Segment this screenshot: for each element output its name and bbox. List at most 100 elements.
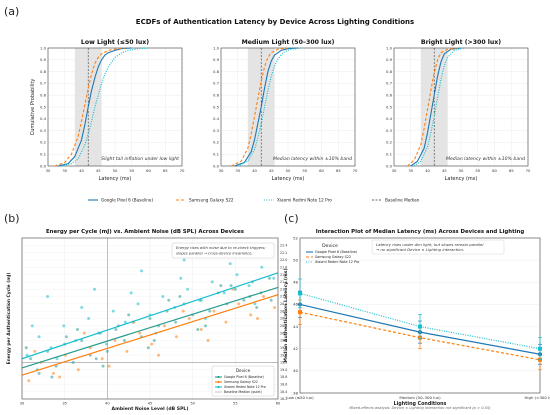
scatter-point <box>219 284 223 288</box>
scatter-point <box>178 295 182 299</box>
legend-title: Device <box>322 243 338 249</box>
scatter-point <box>50 375 54 379</box>
subplot-title: Low Light (≤50 lux) <box>81 39 149 46</box>
scatter-point <box>104 342 108 346</box>
panel-label-b: (b) <box>4 212 20 225</box>
y-tick-label: 38 <box>293 390 298 395</box>
x-tick-label: 35 <box>408 168 413 173</box>
scatter-point <box>206 338 210 342</box>
scatter-point <box>146 346 150 350</box>
y-tick-label: 21.4 <box>280 280 287 284</box>
scatter-point <box>167 298 171 302</box>
y-axis-label: Median Authentication Latency (ms) <box>283 268 289 362</box>
ecdf-subplot-1: Low Light (≤50 lux) Slight tail inflation… <box>30 39 185 182</box>
scatter-point <box>261 295 265 299</box>
ecdf-line-google-pixel-6-baseline <box>57 47 132 167</box>
ecdf-subplot-2: Medium Light (50–300 lux) Median latency … <box>213 39 358 182</box>
y-tick-label: 19.8 <box>280 339 287 343</box>
ecdf-line-samsung-galaxy-s22 <box>54 47 126 167</box>
x-tick-label: 60 <box>146 168 151 173</box>
subplot-annotation: Median latency within ±10% band <box>446 156 525 162</box>
scatter-point <box>139 269 143 273</box>
x-tick-label: 65 <box>163 168 168 173</box>
y-tick-label: 0.9 <box>40 57 47 62</box>
legend-marker <box>217 380 220 384</box>
scatter-point <box>100 357 104 361</box>
x-tick-label: 55 <box>233 402 238 406</box>
scatter-point <box>30 324 34 328</box>
x-tick-label: 40 <box>252 168 257 173</box>
y-tick-label: 0.9 <box>213 57 220 62</box>
y-tick-label: 1.0 <box>386 45 393 50</box>
scatter-point <box>127 313 131 317</box>
panel-a: (a) ECDFs of Authentication Latency by D… <box>4 5 531 203</box>
scatter-point <box>148 317 152 320</box>
scatter-point <box>187 317 191 320</box>
data-point <box>538 346 542 351</box>
legend-entry: Samsung Galaxy S22 <box>189 198 234 203</box>
legend-entry: Baseline Median (quiet) <box>224 390 262 394</box>
scatter-point <box>25 353 29 357</box>
y-tick-label: 0.3 <box>40 128 47 133</box>
y-tick-label: 18.6 <box>280 383 287 387</box>
x-tick-label: 70 <box>180 168 185 173</box>
annotation-text: slopes parallel → cross-device invarianc… <box>176 252 253 256</box>
x-tick-label: 40 <box>105 402 110 406</box>
data-point <box>298 310 302 315</box>
legend-entry: Google Pixel 6 (Baseline) <box>224 375 264 379</box>
x-tick-label: 60 <box>319 168 324 173</box>
scatter-point <box>129 291 133 295</box>
y-tick-label: 42 <box>293 346 298 351</box>
scatter-point <box>123 320 127 324</box>
chart-c-title: Interaction Plot of Median Latency (ms) … <box>316 229 525 235</box>
x-tick-label: 35 <box>62 168 67 173</box>
scatter-point <box>113 338 117 342</box>
scatter-point <box>186 287 190 291</box>
panel-label-a: (a) <box>4 5 19 18</box>
scatter-point <box>37 335 41 339</box>
y-tick-label: 0.1 <box>386 152 393 157</box>
x-tick-label: 45 <box>442 168 447 173</box>
y-tick-label: 0.3 <box>386 128 393 133</box>
scatter-point <box>249 313 253 317</box>
scatter-point <box>62 324 66 328</box>
legend-title: Device <box>236 368 251 373</box>
x-tick-label: 50 <box>190 402 195 406</box>
scatter-point <box>37 371 41 375</box>
y-tick-label: 0.6 <box>386 93 393 98</box>
chart-c-footnote: Mixed-effects analysis: Device × Lightin… <box>349 406 491 410</box>
legend-marker <box>217 375 220 379</box>
y-tick-label: 0.1 <box>213 152 220 157</box>
scatter-point <box>105 349 109 353</box>
scatter-point <box>237 302 241 306</box>
subplot-title: Medium Light (50–300 lux) <box>242 39 335 46</box>
x-tick-label: 50 <box>113 168 118 173</box>
scatter-point <box>235 273 239 277</box>
x-tick-label: 70 <box>526 168 531 173</box>
y-tick-label: 0.4 <box>386 116 393 121</box>
y-tick-label: 0.4 <box>40 116 47 121</box>
interaction-line <box>299 292 541 350</box>
scatter-point <box>82 331 86 335</box>
scatter-point <box>224 320 228 324</box>
y-tick-label: 0.3 <box>213 128 220 133</box>
annotation-text: Energy rises with noise due to re-check … <box>176 246 266 250</box>
scatter-point <box>150 342 154 346</box>
chart-b-title: Energy per Cycle (mJ) vs. Ambient Noise … <box>46 229 244 235</box>
x-tick-label: 55 <box>129 168 134 173</box>
scatter-point <box>222 291 226 295</box>
scatter-point <box>138 331 142 335</box>
y-tick-label: 22.0 <box>280 258 287 262</box>
scatter-point <box>136 302 140 306</box>
scatter-point <box>196 327 200 331</box>
scatter-point <box>163 324 167 328</box>
scatter-point <box>247 284 251 288</box>
x-tick-label: 60 <box>276 402 281 406</box>
x-tick-label: 65 <box>509 168 514 173</box>
y-tick-label: 0.7 <box>213 81 220 86</box>
x-tick-label: 35 <box>235 168 240 173</box>
scatter-point <box>107 364 111 368</box>
subplot-annotation: Slight tail inflation under low light <box>101 156 179 162</box>
y-tick-label: 19.6 <box>280 346 287 350</box>
y-tick-label: 40 <box>293 368 298 373</box>
